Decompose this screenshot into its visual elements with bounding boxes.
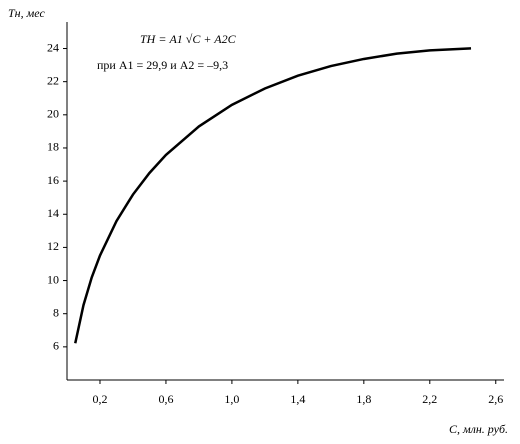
y-tick-label: 24 (47, 40, 59, 54)
curve (74, 47, 472, 344)
y-tick-label: 10 (47, 272, 59, 286)
y-axis-label: Tн, мес (8, 6, 45, 20)
formula: TН = A1 √C + A2C (140, 32, 237, 46)
y-tick-label: 6 (53, 339, 59, 353)
y-tick-label: 22 (47, 73, 59, 87)
y-tick-label: 20 (47, 107, 59, 121)
y-tick-label: 16 (47, 173, 59, 187)
x-tick-label: 0,6 (158, 392, 173, 406)
y-tick-label: 14 (47, 206, 59, 220)
x-tick-label: 2,6 (488, 392, 503, 406)
y-tick-label: 18 (47, 140, 59, 154)
x-tick-label: 0,2 (92, 392, 107, 406)
y-tick-label: 8 (53, 305, 59, 319)
y-tick-label: 12 (47, 239, 59, 253)
x-tick-label: 1,8 (356, 392, 371, 406)
x-axis-label: C, млн. руб. (449, 422, 508, 436)
formula-params: при A1 = 29,9 и A2 = –9,3 (97, 58, 228, 72)
x-tick-label: 1,4 (290, 392, 305, 406)
x-tick-label: 2,2 (422, 392, 437, 406)
x-tick-label: 1,0 (224, 392, 239, 406)
